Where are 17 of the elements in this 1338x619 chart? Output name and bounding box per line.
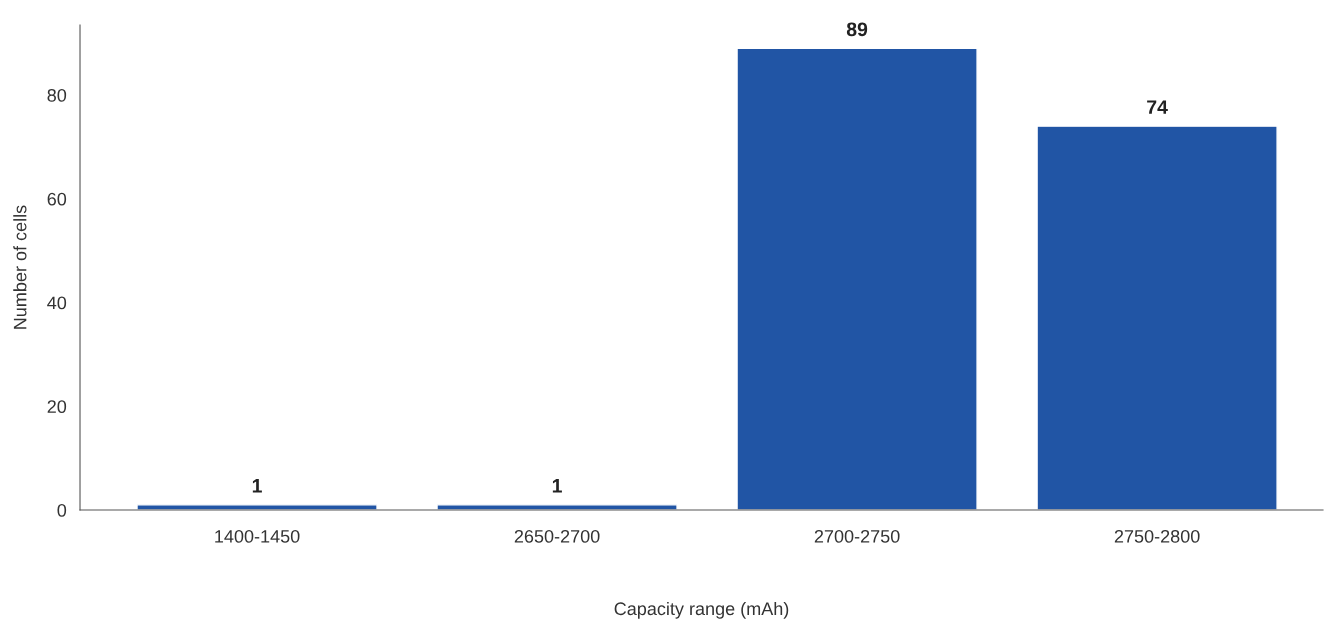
- bar: [736, 47, 978, 511]
- y-axis-title: Number of cells: [13, 205, 27, 329]
- x-tick-label: 1400-1450: [215, 529, 300, 543]
- x-tick-label: 2700-2750: [814, 529, 900, 543]
- y-tick-label: 20: [47, 400, 67, 414]
- data-label: 1: [552, 479, 562, 493]
- y-tick-label: 40: [47, 296, 67, 310]
- data-label: 89: [846, 22, 868, 37]
- y-tick-label: 60: [47, 192, 67, 206]
- data-label: 74: [1147, 100, 1168, 114]
- x-tick-label: 2650-2700: [514, 529, 600, 543]
- y-tick-label: 0: [57, 503, 67, 517]
- x-axis-title: Capacity range (mAh): [614, 601, 789, 619]
- bar: [1036, 125, 1278, 511]
- y-tick-label: 80: [47, 88, 67, 102]
- x-tick-label: 2750-2800: [1114, 529, 1200, 543]
- data-label: 1: [252, 479, 262, 493]
